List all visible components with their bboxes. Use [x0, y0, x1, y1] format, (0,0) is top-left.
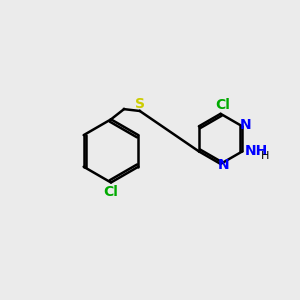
Text: H: H	[261, 151, 270, 161]
Text: Cl: Cl	[215, 98, 230, 112]
Text: NH: NH	[244, 144, 268, 158]
Text: Cl: Cl	[103, 185, 118, 199]
Text: N: N	[239, 118, 251, 132]
Text: N: N	[218, 158, 229, 172]
Text: S: S	[135, 98, 145, 112]
